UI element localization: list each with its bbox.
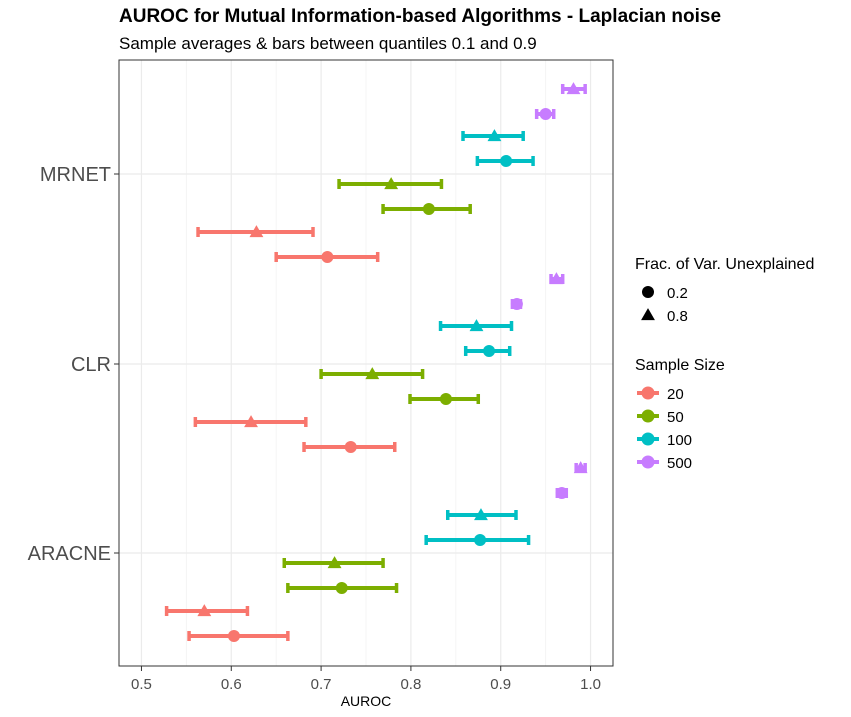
errorbar-point xyxy=(274,251,380,263)
errorbar-point xyxy=(475,155,535,167)
errorbar-point xyxy=(424,534,531,546)
x-tick-label: 0.6 xyxy=(221,676,242,693)
point-triangle xyxy=(327,556,342,569)
point-circle xyxy=(227,630,240,642)
x-axis-label: AUROC xyxy=(341,693,392,709)
point-triangle xyxy=(384,177,399,190)
legend-triangle-key xyxy=(641,308,655,321)
legend-color-label: 20 xyxy=(667,386,684,403)
legend-circle-key xyxy=(642,286,654,298)
errorbar-point xyxy=(187,630,290,642)
legend-color-label: 100 xyxy=(667,432,692,449)
point-triangle xyxy=(549,272,564,285)
legend-shape-title: Frac. of Var. Unexplained xyxy=(635,256,814,273)
legend-color-key xyxy=(641,386,655,400)
errorbar-point xyxy=(560,82,587,95)
errorbar-point xyxy=(463,345,512,357)
data-marks xyxy=(164,82,588,642)
legend-shape-label: 0.2 xyxy=(667,285,688,302)
legend-color-key xyxy=(641,455,655,469)
errorbar-point xyxy=(549,272,565,285)
legend-color-label: 50 xyxy=(667,409,684,426)
point-circle xyxy=(474,534,487,546)
errorbar-point xyxy=(408,393,481,405)
legend-shape-label: 0.8 xyxy=(667,308,688,325)
point-circle xyxy=(321,251,334,263)
point-circle xyxy=(510,298,523,310)
point-triangle xyxy=(244,415,258,428)
chart-subtitle: Sample averages & bars between quantiles… xyxy=(119,34,537,53)
point-triangle xyxy=(365,367,380,380)
x-tick-label: 0.9 xyxy=(490,676,511,693)
errorbar-point xyxy=(445,508,518,521)
x-axis: 0.5 0.6 0.7 0.8 0.9 1.0 xyxy=(131,666,601,693)
point-circle xyxy=(500,155,513,167)
y-tick-label: CLR xyxy=(71,354,111,376)
errorbar-point xyxy=(337,177,444,190)
errorbar-point xyxy=(555,487,569,499)
x-tick-label: 1.0 xyxy=(580,676,601,693)
y-axis: MRNET CLR ARACNE xyxy=(28,164,119,565)
point-circle xyxy=(539,108,552,120)
point-circle xyxy=(483,345,496,357)
point-triangle xyxy=(197,604,212,617)
errorbar-point xyxy=(282,556,385,569)
y-tick-label: ARACNE xyxy=(28,543,111,565)
point-triangle xyxy=(469,319,484,332)
errorbar-point xyxy=(164,604,250,617)
errorbar-point xyxy=(196,225,315,238)
x-tick-label: 0.5 xyxy=(131,676,152,693)
grid xyxy=(119,60,613,666)
legend-color-label: 500 xyxy=(667,455,692,472)
x-tick-label: 0.7 xyxy=(311,676,332,693)
point-triangle xyxy=(566,82,581,95)
errorbar-point xyxy=(438,319,514,332)
y-tick-label: MRNET xyxy=(40,164,111,186)
chart-title: AUROC for Mutual Information-based Algor… xyxy=(119,6,721,27)
plot-panel-border xyxy=(118,59,614,667)
legend-color-key xyxy=(641,409,655,423)
point-triangle xyxy=(474,508,488,521)
errorbar-point xyxy=(534,108,556,120)
errorbar-point xyxy=(510,298,523,310)
point-circle xyxy=(439,393,452,405)
errorbar-point xyxy=(573,461,588,474)
point-triangle xyxy=(573,461,588,474)
point-circle xyxy=(344,441,357,453)
errorbar-point xyxy=(461,129,525,142)
legend: Frac. of Var. Unexplained 0.2 0.8 Sample Si… xyxy=(635,256,814,472)
point-circle xyxy=(335,582,348,594)
errorbar-point xyxy=(193,415,308,428)
point-triangle xyxy=(249,225,264,238)
errorbar-point xyxy=(319,367,425,380)
errorbar-point xyxy=(286,582,399,594)
point-triangle xyxy=(487,129,502,142)
point-circle xyxy=(555,487,568,499)
x-tick-label: 0.8 xyxy=(400,676,421,693)
legend-color-title: Sample Size xyxy=(635,357,725,374)
legend-color-key xyxy=(641,432,655,446)
errorbar-point xyxy=(381,203,472,215)
point-circle xyxy=(422,203,435,215)
errorbar-point xyxy=(302,441,397,453)
